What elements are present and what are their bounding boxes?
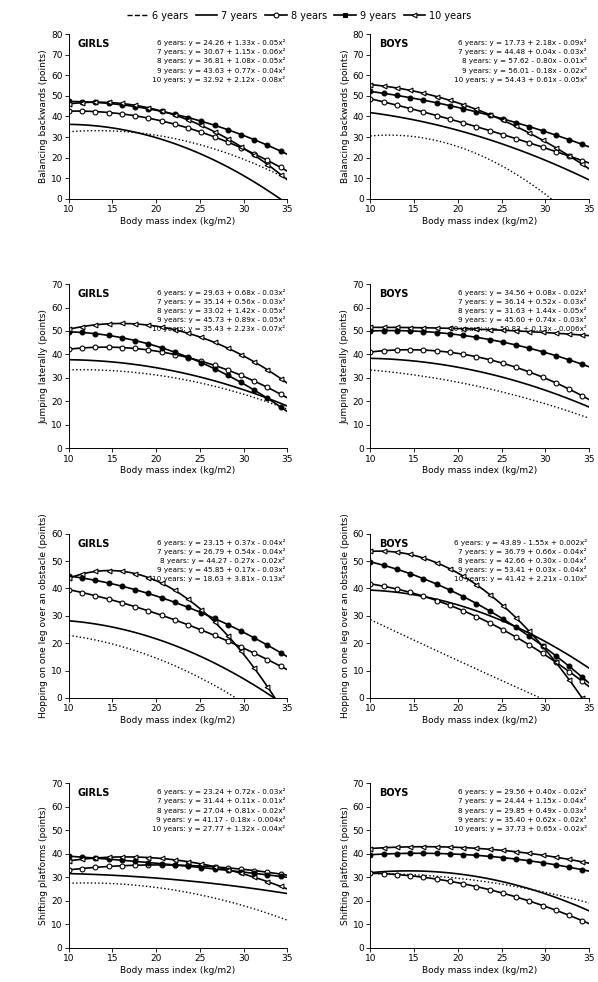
Legend: 6 years, 7 years, 8 years, 9 years, 10 years: 6 years, 7 years, 8 years, 9 years, 10 y…: [123, 7, 475, 25]
X-axis label: Body mass index (kg/m2): Body mass index (kg/m2): [422, 716, 538, 725]
Y-axis label: Jumping laterally (points): Jumping laterally (points): [39, 308, 48, 423]
Y-axis label: Balancing backwards (points): Balancing backwards (points): [341, 50, 350, 184]
Text: BOYS: BOYS: [379, 39, 408, 49]
Text: BOYS: BOYS: [379, 539, 408, 549]
Y-axis label: Hopping on one leg over an obstacle (points): Hopping on one leg over an obstacle (poi…: [39, 514, 48, 718]
Text: GIRLS: GIRLS: [78, 539, 110, 549]
Y-axis label: Balancing backwards (points): Balancing backwards (points): [39, 50, 48, 184]
X-axis label: Body mass index (kg/m2): Body mass index (kg/m2): [120, 965, 236, 975]
X-axis label: Body mass index (kg/m2): Body mass index (kg/m2): [422, 965, 538, 975]
Text: 6 years: y = 34.56 + 0.08x - 0.02x²
7 years: y = 36.14 + 0.52x - 0.03x²
8 years:: 6 years: y = 34.56 + 0.08x - 0.02x² 7 ye…: [449, 289, 587, 332]
Y-axis label: Jumping laterally (points): Jumping laterally (points): [341, 308, 350, 423]
Y-axis label: Hopping on one leg over an obstacle (points): Hopping on one leg over an obstacle (poi…: [341, 514, 350, 718]
X-axis label: Body mass index (kg/m2): Body mass index (kg/m2): [120, 217, 236, 226]
Y-axis label: Shifting platforms (points): Shifting platforms (points): [341, 806, 350, 925]
Text: GIRLS: GIRLS: [78, 39, 110, 49]
Text: 6 years: y = 29.56 + 0.40x - 0.02x²
7 years: y = 24.44 + 1.15x - 0.04x²
8 years:: 6 years: y = 29.56 + 0.40x - 0.02x² 7 ye…: [454, 789, 587, 832]
X-axis label: Body mass index (kg/m2): Body mass index (kg/m2): [120, 716, 236, 725]
Text: GIRLS: GIRLS: [78, 789, 110, 798]
Text: 6 years: y = 23.24 + 0.72x - 0.03x²
7 years: y = 31.44 + 0.11x - 0.01x²
8 years:: 6 years: y = 23.24 + 0.72x - 0.03x² 7 ye…: [152, 789, 285, 832]
Text: BOYS: BOYS: [379, 289, 408, 299]
X-axis label: Body mass index (kg/m2): Body mass index (kg/m2): [422, 217, 538, 226]
Text: 6 years: y = 17.73 + 2.18x - 0.09x²
7 years: y = 44.48 + 0.04x - 0.03x²
8 years:: 6 years: y = 17.73 + 2.18x - 0.09x² 7 ye…: [454, 39, 587, 82]
Text: 6 years: y = 23.15 + 0.37x - 0.04x²
7 years: y = 26.79 + 0.54x - 0.04x²
8 years:: 6 years: y = 23.15 + 0.37x - 0.04x² 7 ye…: [152, 539, 285, 582]
Text: 6 years: y = 24.26 + 1.33x - 0.05x²
7 years: y = 30.67 + 1.15x - 0.06x²
8 years:: 6 years: y = 24.26 + 1.33x - 0.05x² 7 ye…: [152, 39, 285, 82]
Text: GIRLS: GIRLS: [78, 289, 110, 299]
X-axis label: Body mass index (kg/m2): Body mass index (kg/m2): [422, 466, 538, 475]
Text: 6 years: y = 43.89 - 1.55x + 0.002x²
7 years: y = 36.79 + 0.66x - 0.04x²
8 years: 6 years: y = 43.89 - 1.55x + 0.002x² 7 y…: [454, 539, 587, 582]
X-axis label: Body mass index (kg/m2): Body mass index (kg/m2): [120, 466, 236, 475]
Y-axis label: Shifting platforms (points): Shifting platforms (points): [39, 806, 48, 925]
Text: BOYS: BOYS: [379, 789, 408, 798]
Text: 6 years: y = 29.63 + 0.68x - 0.03x²
7 years: y = 35.14 + 0.56x - 0.03x²
8 years:: 6 years: y = 29.63 + 0.68x - 0.03x² 7 ye…: [152, 289, 285, 332]
